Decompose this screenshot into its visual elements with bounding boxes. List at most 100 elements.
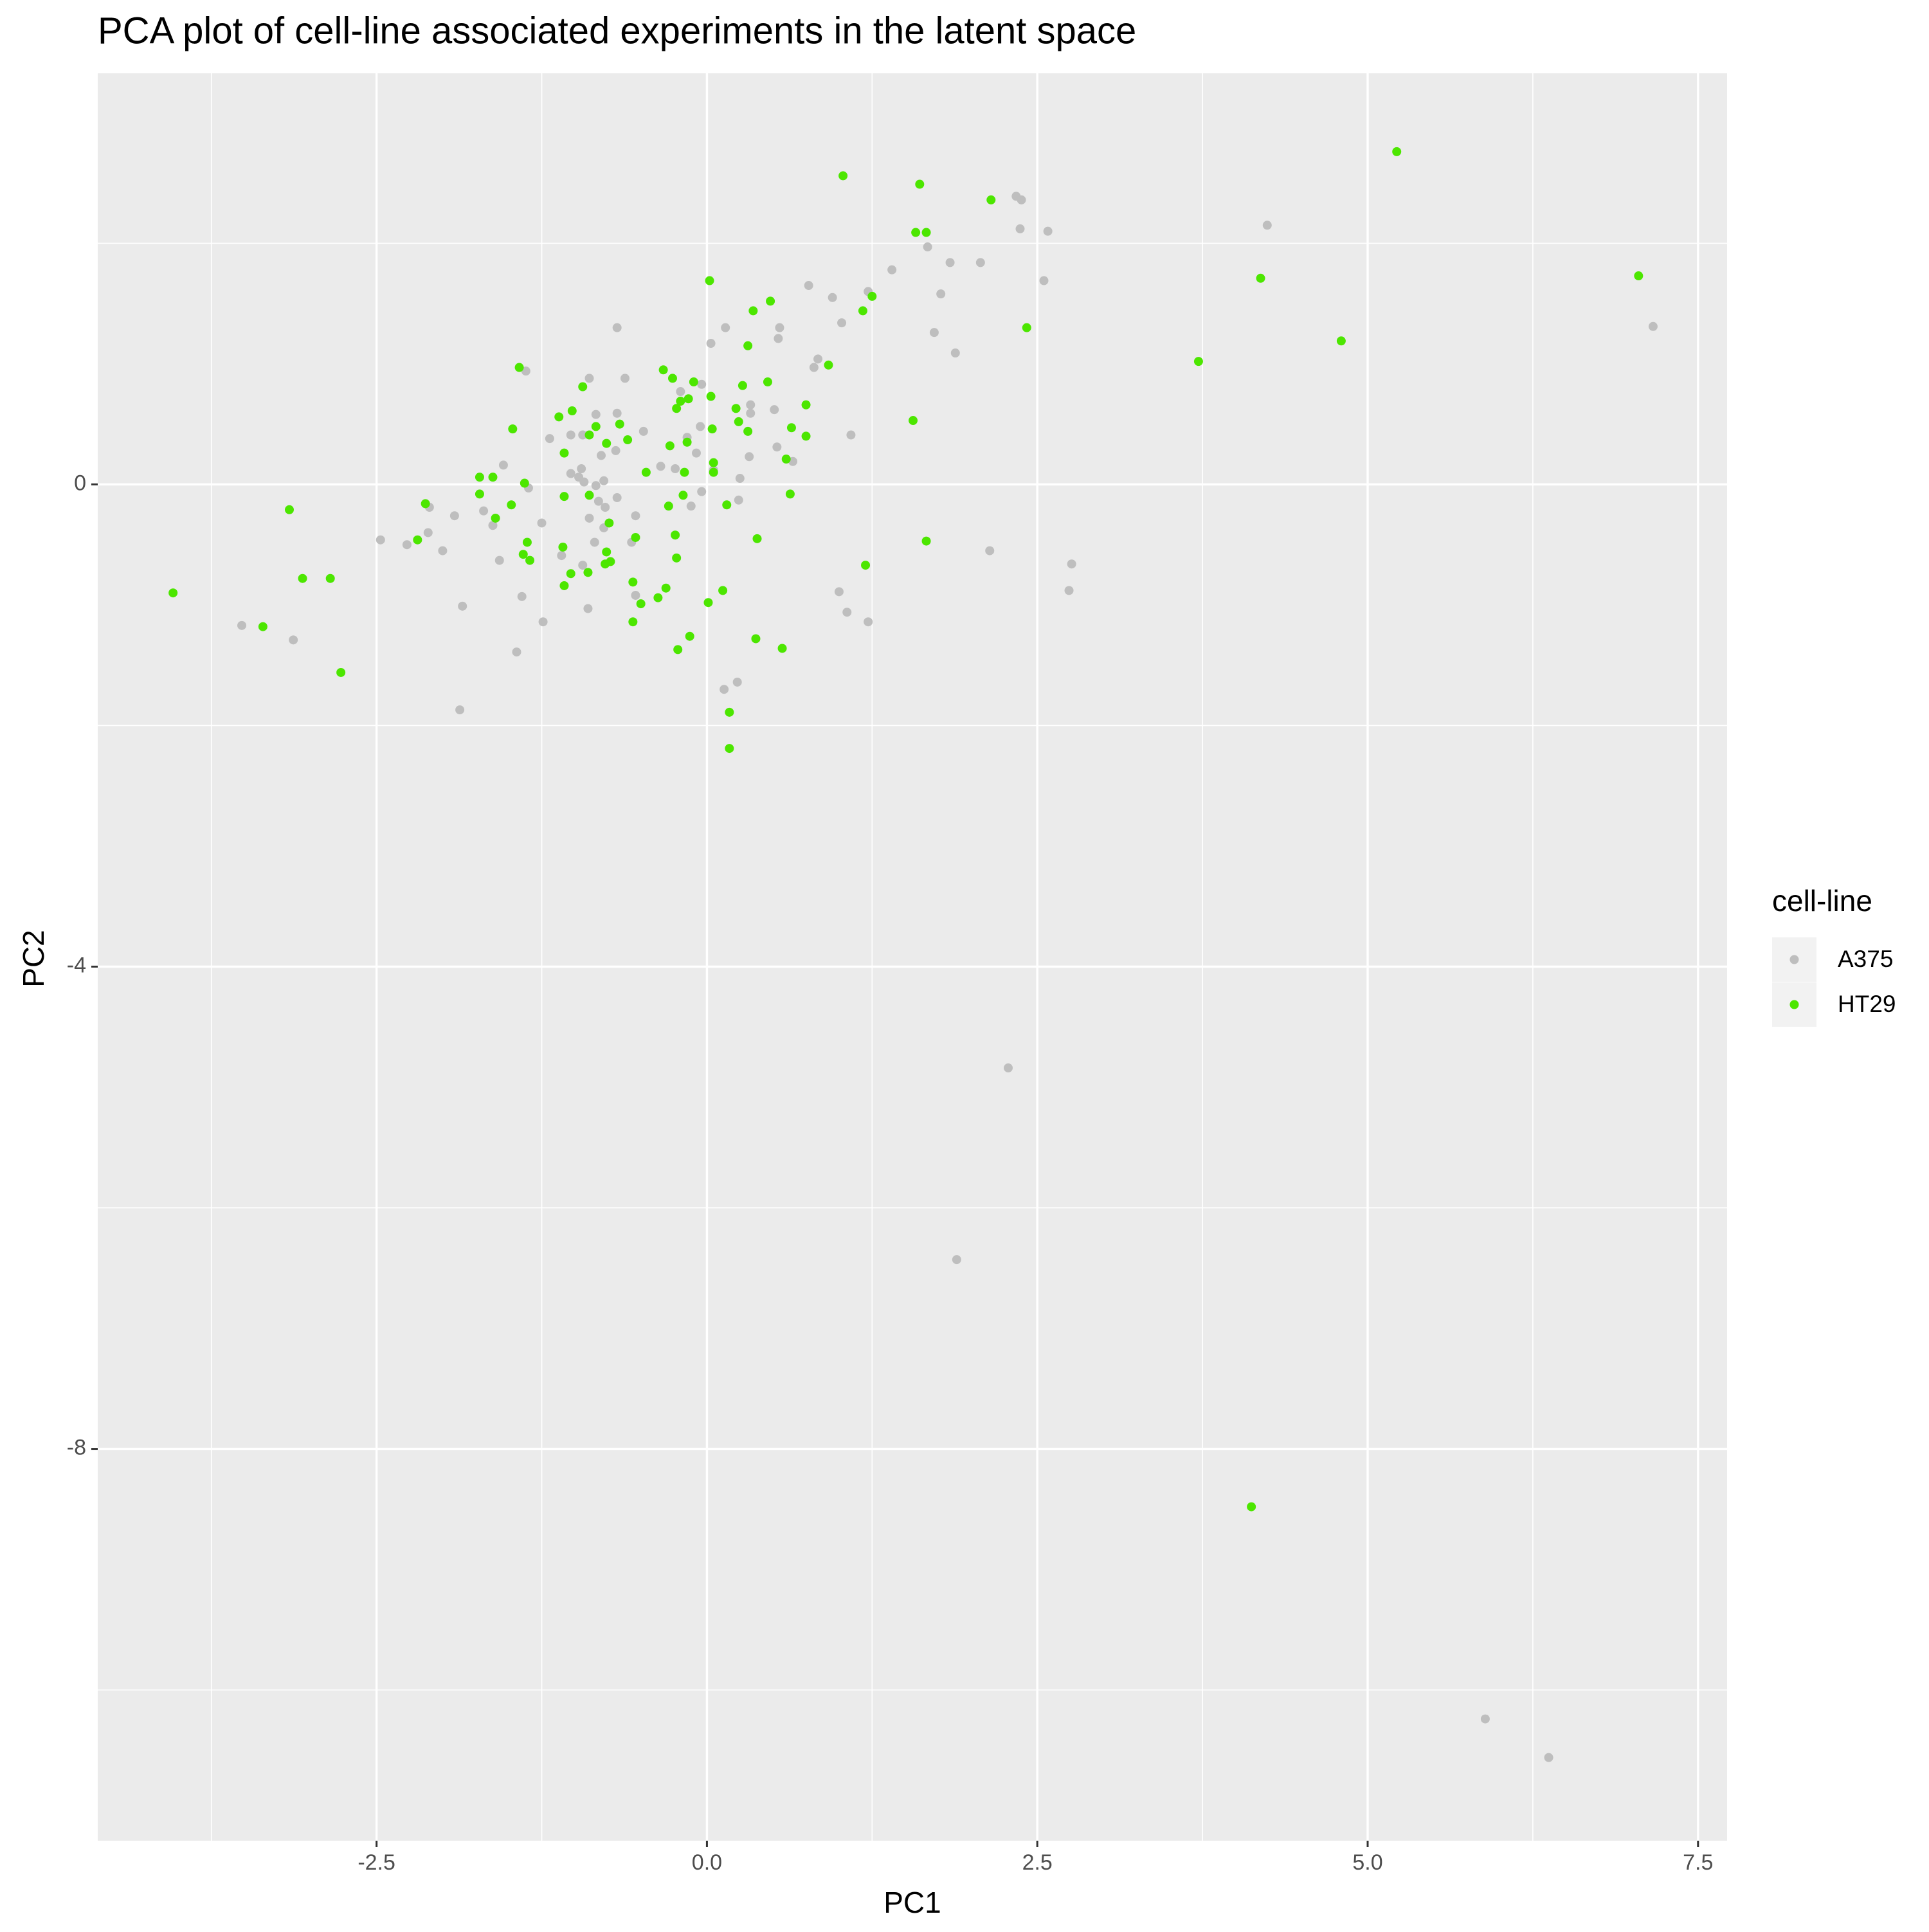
data-point	[921, 228, 931, 237]
data-point	[525, 555, 535, 565]
data-point	[887, 265, 897, 275]
data-point	[336, 667, 346, 677]
data-point	[258, 622, 267, 631]
data-point	[781, 455, 791, 464]
data-point	[923, 242, 932, 252]
data-point	[475, 489, 484, 499]
data-point	[1262, 221, 1272, 230]
data-point	[842, 608, 852, 617]
data-point	[732, 677, 742, 687]
data-point	[620, 374, 630, 383]
data-point	[566, 469, 575, 478]
data-point	[950, 348, 960, 358]
data-point	[1064, 586, 1074, 595]
data-point	[559, 448, 569, 458]
data-point	[676, 397, 685, 406]
data-point	[838, 171, 848, 181]
data-point	[578, 382, 588, 392]
data-point	[512, 647, 521, 657]
data-point	[734, 417, 743, 426]
data-point	[612, 323, 622, 332]
data-point	[678, 491, 688, 500]
data-point	[449, 511, 459, 521]
data-point	[720, 685, 729, 694]
data-point	[672, 404, 682, 413]
data-point	[593, 496, 603, 506]
data-point	[672, 553, 682, 563]
data-point	[766, 296, 775, 306]
data-point	[413, 535, 422, 545]
data-point	[775, 323, 784, 332]
data-point	[612, 493, 622, 503]
data-point	[1480, 1714, 1490, 1724]
data-point	[801, 400, 811, 410]
data-point	[522, 537, 532, 547]
data-point	[518, 550, 528, 559]
data-point	[770, 405, 779, 415]
data-point	[591, 481, 601, 491]
data-point	[986, 195, 996, 204]
data-point	[545, 434, 554, 444]
data-point	[438, 546, 448, 555]
data-point	[520, 478, 529, 488]
data-point	[508, 424, 518, 434]
data-point	[725, 744, 734, 754]
data-point	[752, 534, 762, 543]
data-point	[686, 501, 696, 511]
data-point	[786, 423, 796, 433]
legend-marker	[1789, 955, 1799, 964]
y-tick-label: -4	[67, 953, 86, 977]
data-point	[590, 537, 599, 547]
data-point	[566, 430, 575, 440]
data-point	[631, 511, 640, 521]
data-point	[1015, 224, 1025, 233]
data-point	[604, 518, 614, 528]
data-point	[684, 394, 693, 404]
data-point	[559, 492, 569, 501]
data-point	[458, 601, 467, 611]
data-point	[721, 323, 730, 332]
data-point	[1256, 273, 1265, 283]
legend-label: A375	[1838, 946, 1893, 972]
data-point	[911, 228, 921, 237]
data-point	[1544, 1753, 1553, 1762]
data-point	[929, 328, 939, 338]
data-point	[507, 500, 516, 510]
data-point	[915, 179, 925, 189]
data-point	[1247, 1502, 1256, 1512]
data-point	[423, 528, 433, 537]
data-point	[636, 599, 646, 609]
data-point	[743, 426, 753, 436]
data-point	[517, 591, 527, 601]
data-point	[706, 392, 716, 401]
data-point	[579, 477, 589, 487]
data-point	[376, 535, 385, 545]
data-point	[475, 473, 484, 482]
data-point	[921, 536, 931, 546]
data-point	[809, 363, 819, 372]
data-point	[494, 555, 504, 565]
data-point	[664, 501, 673, 511]
data-point	[667, 374, 677, 383]
data-point	[734, 495, 743, 505]
data-point	[488, 473, 498, 482]
data-point	[628, 577, 638, 587]
data-point	[864, 617, 873, 627]
data-point	[837, 318, 847, 328]
data-point	[748, 306, 758, 316]
data-point	[763, 377, 772, 387]
plot-panel	[98, 73, 1727, 1841]
data-point	[1039, 276, 1049, 285]
x-tick-label: 7.5	[1683, 1850, 1713, 1875]
data-point	[584, 513, 594, 523]
data-point	[584, 491, 594, 500]
data-point	[538, 617, 548, 627]
data-point	[421, 499, 430, 509]
data-point	[952, 1255, 961, 1265]
data-point	[867, 291, 877, 301]
data-point	[722, 500, 732, 510]
data-point	[975, 258, 985, 267]
data-point	[697, 379, 707, 389]
data-point	[824, 360, 833, 370]
data-point	[1043, 226, 1053, 236]
